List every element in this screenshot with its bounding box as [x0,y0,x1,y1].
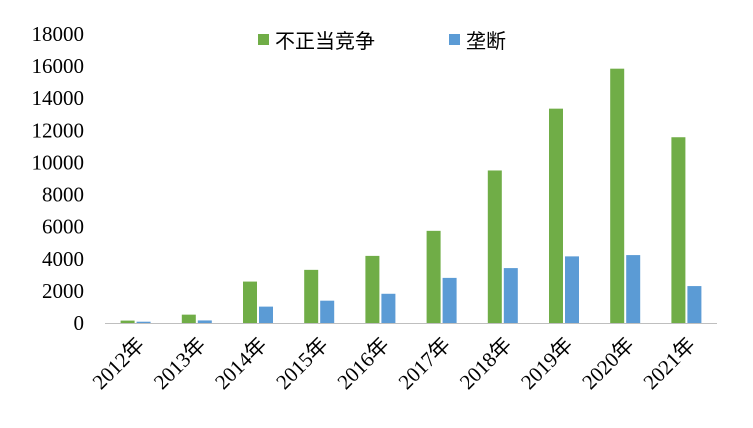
x-tick-label: 2016年 [332,333,394,395]
bar-unfair-competition [120,320,135,323]
x-tick-label: 2019年 [516,333,578,395]
y-tick-label: 2000 [42,279,84,303]
y-tick-label: 8000 [42,183,84,207]
y-tick-label: 6000 [42,215,84,239]
bar-monopoly [381,293,396,323]
legend-item-unfair-competition: 不正当竞争 [258,29,375,53]
bar-monopoly [565,256,579,323]
legend-swatch [258,34,269,45]
x-tick-label: 2021年 [638,333,700,395]
legend-label: 垄断 [466,29,506,53]
bar-monopoly [687,286,702,323]
bar-unfair-competition [181,314,196,323]
bars [120,68,702,324]
x-tick-label: 2012年 [88,333,150,395]
legend-label: 不正当竞争 [275,29,375,53]
bar-unfair-competition [304,269,319,323]
bar-monopoly [259,306,273,323]
x-tick-label: 2018年 [455,333,517,395]
y-tick-label: 16000 [32,54,85,78]
x-tick-label: 2017年 [394,333,456,395]
bar-monopoly [626,255,641,323]
bar-unfair-competition [549,108,563,324]
bar-monopoly [503,268,518,323]
bar-unfair-competition [487,170,502,323]
bar-monopoly [320,300,335,323]
y-axis: 0 2000 4000 6000 8000 10000 12000 14000 16000 180… [32,22,85,335]
x-tick-label: 2020年 [577,333,639,395]
y-tick-label: 0 [74,311,85,335]
x-tick-label: 2015年 [271,333,333,395]
bar-monopoly [197,320,212,323]
bar-monopoly [136,321,151,323]
bar-unfair-competition [426,230,441,323]
bar-unfair-competition [610,68,625,324]
y-tick-label: 10000 [32,150,85,174]
bar-unfair-competition [671,137,686,323]
y-tick-label: 14000 [32,86,85,110]
y-tick-label: 18000 [32,22,85,46]
x-axis: 2012年 2013年 2014年 2015年 2016年 2017年 2018年 2019年… [88,333,700,395]
bar-unfair-competition [243,281,257,323]
legend-item-monopoly: 垄断 [449,29,506,53]
y-tick-label: 4000 [42,247,84,271]
x-tick-label: 2013年 [149,333,211,395]
x-tick-label: 2014年 [210,333,272,395]
y-tick-label: 12000 [32,118,85,142]
bar-monopoly [442,277,457,323]
bar-unfair-competition [365,255,380,323]
legend: 不正当竞争 垄断 [258,29,506,53]
legend-swatch [449,34,460,45]
